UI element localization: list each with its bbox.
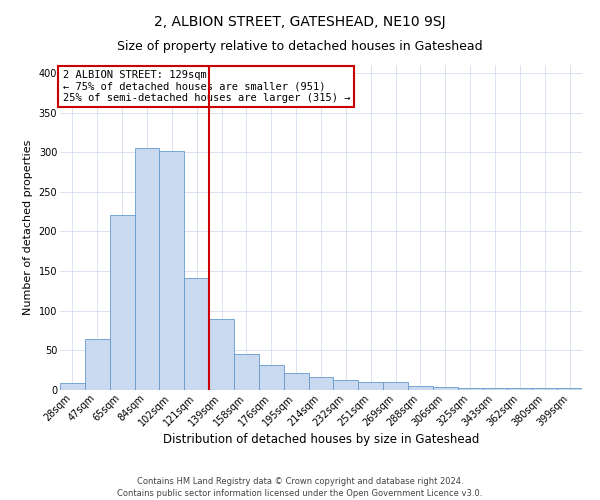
Bar (408, 386, 433, 390)
Bar (557, 388, 582, 390)
Text: Size of property relative to detached houses in Gateshead: Size of property relative to detached ho… (117, 40, 483, 53)
Bar (134, 148, 160, 390)
Bar (308, 378, 334, 390)
Bar (433, 387, 458, 390)
Text: 2, ALBION STREET, GATESHEAD, NE10 9SJ: 2, ALBION STREET, GATESHEAD, NE10 9SJ (154, 15, 446, 29)
Bar (160, 150, 184, 390)
Bar (334, 380, 358, 390)
Bar (383, 382, 408, 390)
Bar (458, 388, 482, 390)
Bar (209, 318, 234, 390)
Y-axis label: Number of detached properties: Number of detached properties (23, 140, 33, 315)
Bar (508, 388, 532, 390)
Text: Contains HM Land Registry data © Crown copyright and database right 2024.
Contai: Contains HM Land Registry data © Crown c… (118, 476, 482, 498)
Text: 2 ALBION STREET: 129sqm
← 75% of detached houses are smaller (951)
25% of semi-d: 2 ALBION STREET: 129sqm ← 75% of detache… (62, 70, 350, 103)
Bar (184, 278, 209, 390)
Bar (532, 388, 557, 390)
Bar (284, 372, 308, 390)
Bar (358, 382, 383, 390)
Bar (85, 340, 110, 390)
Bar (259, 366, 284, 390)
Bar (482, 388, 508, 390)
Bar (110, 215, 134, 390)
Bar (60, 383, 85, 390)
X-axis label: Distribution of detached houses by size in Gateshead: Distribution of detached houses by size … (163, 433, 479, 446)
Bar (234, 354, 259, 390)
